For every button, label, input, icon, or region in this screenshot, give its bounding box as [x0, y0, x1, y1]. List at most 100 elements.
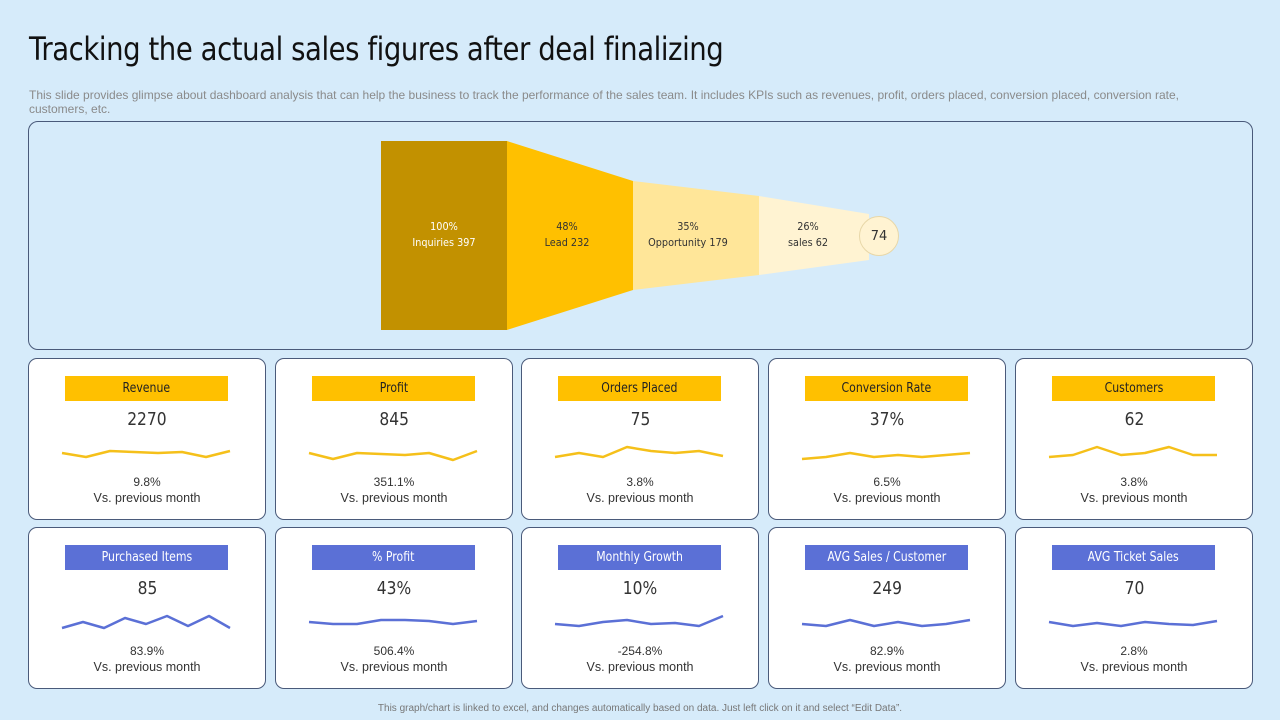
kpi-title: Profit	[312, 376, 475, 401]
kpi-value: 845	[276, 409, 512, 430]
kpi-value: 37%	[769, 409, 1005, 430]
kpi-title: Conversion Rate	[805, 376, 968, 401]
kpi-comparison-note: Vs. previous month	[93, 491, 201, 505]
kpi-card: Monthly Growth 10% -254.8% Vs. previous mon…	[521, 527, 759, 689]
funnel-label-3: 35% Opportunity 179	[635, 219, 741, 251]
kpi-value-text: 10%	[622, 578, 658, 599]
kpi-value-text: 249	[872, 578, 902, 599]
kpi-title-text: Profit	[379, 381, 408, 396]
kpi-comparison-note: Vs. previous month	[1080, 660, 1188, 674]
kpi-card: % Profit 43% 506.4% Vs. previous month	[275, 527, 513, 689]
kpi-value: 85	[29, 578, 265, 599]
kpi-sparkline	[801, 451, 971, 461]
kpi-card: Purchased Items 85 83.9% Vs. previous month	[28, 527, 266, 689]
kpi-change: -254.8%	[617, 644, 663, 658]
kpi-title-text: Purchased Items	[101, 550, 192, 565]
kpi-sparkline-line	[1048, 619, 1218, 628]
funnel-pct-2: 48%	[556, 220, 578, 233]
kpi-comparison-note: Vs. previous month	[340, 660, 448, 674]
kpi-change: 3.8%	[1120, 475, 1148, 489]
kpi-value-text: 85	[137, 578, 157, 599]
kpi-title-text: Monthly Growth	[596, 550, 683, 565]
kpi-title-text: Orders Placed	[601, 381, 678, 396]
kpi-value: 249	[769, 578, 1005, 599]
funnel-end-value: 74	[859, 216, 899, 256]
kpi-title: Purchased Items	[65, 545, 228, 570]
kpi-sparkline	[1048, 619, 1218, 628]
kpi-value-text: 845	[379, 409, 409, 430]
kpi-comparison-note: Vs. previous month	[586, 491, 694, 505]
funnel-pct-3: 35%	[677, 220, 699, 233]
funnel-stage-1	[381, 141, 507, 330]
funnel-stage-3	[633, 181, 759, 290]
kpi-sparkline	[308, 618, 478, 626]
funnel-label-1: 100% Inquiries 397	[389, 219, 500, 251]
kpi-title: % Profit	[312, 545, 475, 570]
funnel-label-4: 26% sales 62	[764, 219, 852, 251]
kpi-title-text: Revenue	[122, 381, 171, 396]
kpi-value-text: 75	[630, 409, 650, 430]
kpi-change: 83.9%	[129, 644, 165, 658]
kpi-sparkline-line	[61, 449, 231, 459]
kpi-sparkline	[801, 618, 971, 628]
kpi-sparkline	[61, 614, 231, 630]
kpi-value-text: 70	[1124, 578, 1144, 599]
kpi-title: Orders Placed	[558, 376, 721, 401]
kpi-sparkline	[554, 445, 724, 459]
kpi-comparison-note: Vs. previous month	[586, 660, 694, 674]
kpi-value: 62	[1016, 409, 1252, 430]
kpi-title: AVG Ticket Sales	[1052, 545, 1215, 570]
kpi-sparkline-line	[61, 614, 231, 630]
funnel-name-1: Inquiries 397	[412, 236, 476, 249]
kpi-value-text: 43%	[376, 578, 412, 599]
kpi-comparison-note: Vs. previous month	[93, 660, 201, 674]
kpi-value: 70	[1016, 578, 1252, 599]
kpi-change: 9.8%	[133, 475, 161, 489]
kpi-sparkline-line	[801, 618, 971, 628]
kpi-sparkline-line	[308, 618, 478, 626]
page-subtitle: This slide provides glimpse about dashbo…	[29, 88, 1179, 116]
kpi-sparkline	[61, 449, 231, 459]
footer-note: This graph/chart is linked to excel, and…	[377, 703, 903, 714]
funnel-stage-4	[759, 196, 869, 275]
kpi-title-text: % Profit	[372, 550, 415, 565]
kpi-card: AVG Ticket Sales 70 2.8% Vs. previous month	[1015, 527, 1253, 689]
kpi-change: 2.8%	[1120, 644, 1148, 658]
kpi-value-text: 2270	[127, 409, 167, 430]
kpi-value-text: 37%	[869, 409, 905, 430]
kpi-value-text: 62	[1124, 409, 1144, 430]
kpi-card: Revenue 2270 9.8% Vs. previous month	[28, 358, 266, 520]
kpi-comparison-note: Vs. previous month	[340, 491, 448, 505]
kpi-title: Customers	[1052, 376, 1215, 401]
kpi-change: 351.1%	[373, 475, 415, 489]
kpi-title-text: Conversion Rate	[841, 381, 932, 396]
kpi-sparkline	[1048, 445, 1217, 459]
kpi-sparkline-line	[554, 445, 724, 459]
kpi-card: Profit 845 351.1% Vs. previous month	[275, 358, 513, 520]
kpi-title-text: AVG Sales / Customer	[827, 550, 946, 565]
kpi-card: AVG Sales / Customer 249 82.9% Vs. previous…	[768, 527, 1006, 689]
kpi-title-text: Customers	[1104, 381, 1163, 396]
kpi-title: Revenue	[65, 376, 228, 401]
kpi-card: Orders Placed 75 3.8% Vs. previous month	[521, 358, 759, 520]
funnel-name-4: sales 62	[787, 236, 829, 249]
funnel-stage-2	[507, 141, 633, 330]
kpi-change: 506.4%	[373, 644, 415, 658]
kpi-value: 75	[522, 409, 758, 430]
kpi-sparkline-line	[801, 451, 971, 461]
funnel-chart	[381, 141, 869, 330]
funnel-name-2: Lead 232	[544, 236, 590, 249]
kpi-sparkline-line	[554, 614, 724, 628]
funnel-pct-1: 100%	[430, 220, 458, 233]
funnel-name-3: Opportunity 179	[648, 236, 728, 249]
kpi-comparison-note: Vs. previous month	[833, 491, 941, 505]
kpi-title: AVG Sales / Customer	[805, 545, 968, 570]
kpi-value: 43%	[276, 578, 512, 599]
kpi-title-text: AVG Ticket Sales	[1087, 550, 1180, 565]
kpi-value: 2270	[29, 409, 265, 430]
kpi-comparison-note: Vs. previous month	[1080, 491, 1188, 505]
kpi-change: 82.9%	[869, 644, 905, 658]
kpi-value: 10%	[522, 578, 758, 599]
kpi-card: Customers 62 3.8% Vs. previous month	[1015, 358, 1253, 520]
page-title: Tracking the actual sales figures after …	[29, 30, 724, 68]
